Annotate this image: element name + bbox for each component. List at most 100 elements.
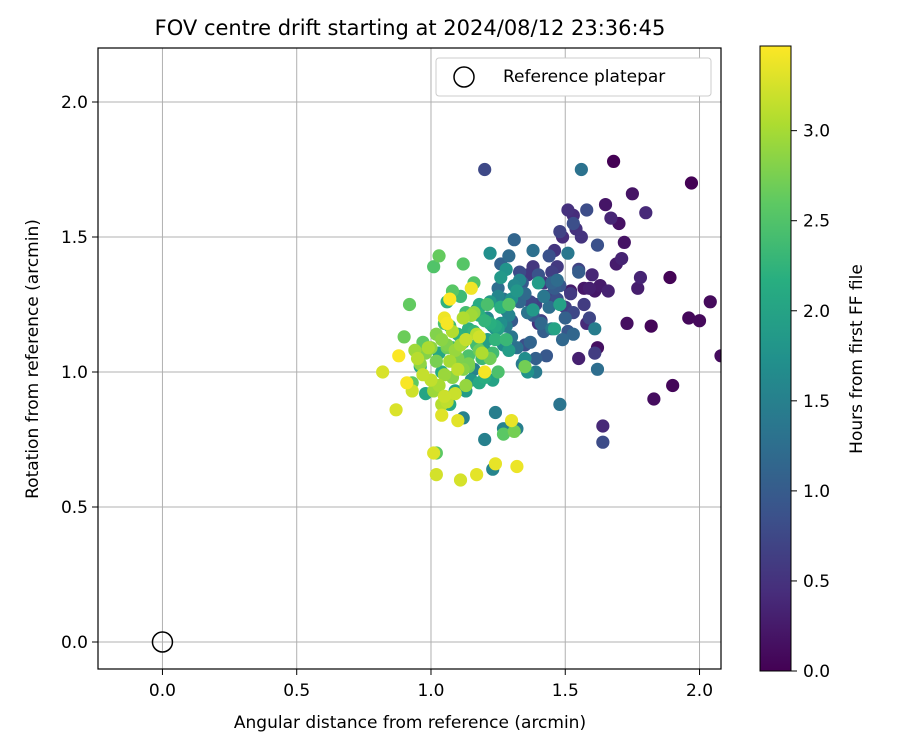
data-point: [496, 427, 511, 441]
data-point: [596, 435, 610, 449]
data-point: [534, 316, 548, 330]
x-tick-label: 1.0: [417, 681, 444, 701]
data-point: [510, 459, 524, 474]
data-point: [550, 273, 564, 287]
data-point: [488, 457, 503, 471]
data-point: [714, 349, 721, 363]
data-point: [464, 281, 478, 295]
data-point: [615, 252, 629, 266]
data-point: [491, 365, 505, 379]
data-point: [577, 297, 591, 312]
data-point: [453, 473, 468, 487]
reference-point: [151, 631, 174, 653]
x-axis-label: Angular distance from reference (arcmin): [234, 713, 586, 733]
plot-frame: [97, 47, 722, 670]
colorbar-tick-label: 0.0: [803, 662, 830, 682]
data-point: [558, 311, 572, 325]
data-point: [620, 316, 634, 330]
colorbar-tick-label: 1.5: [803, 392, 830, 412]
data-point: [617, 235, 631, 249]
data-point: [574, 230, 588, 244]
data-point: [647, 392, 661, 406]
data-point: [427, 260, 441, 274]
data-point: [561, 246, 575, 260]
data-point: [529, 351, 543, 366]
data-point: [440, 316, 454, 330]
colorbar-tick-label: 0.5: [803, 572, 830, 592]
data-point: [416, 368, 430, 382]
data-point: [472, 330, 486, 344]
data-point: [459, 333, 473, 347]
data-point: [547, 322, 562, 336]
data-point: [429, 468, 443, 482]
data-point: [494, 270, 508, 285]
data-point: [456, 311, 470, 325]
data-point: [507, 424, 521, 438]
data-point: [518, 360, 532, 374]
colorbar-gradient: [759, 45, 792, 672]
data-point: [574, 162, 588, 177]
data-point: [606, 154, 621, 168]
y-axis-label: Rotation from reference (arcmin): [23, 219, 43, 499]
data-point: [596, 419, 610, 433]
data-point: [478, 162, 492, 177]
data-point: [437, 389, 452, 403]
data-point: [397, 330, 411, 344]
data-point: [410, 351, 425, 366]
data-point: [598, 198, 613, 212]
data-point: [633, 270, 648, 285]
colorbar-tick-label: 2.0: [803, 302, 830, 322]
data-point: [435, 408, 449, 422]
data-point: [601, 284, 615, 298]
data-point: [631, 281, 645, 295]
data-point: [580, 203, 594, 217]
data-point: [402, 297, 417, 312]
colorbar-tick-label: 2.5: [803, 212, 830, 232]
data-point: [537, 289, 551, 303]
data-point: [480, 297, 494, 312]
data-point: [456, 257, 470, 271]
legend-marker-reference: [453, 66, 475, 88]
data-point: [392, 349, 406, 363]
data-point: [564, 287, 578, 301]
data-point: [504, 414, 519, 428]
data-point: [663, 270, 677, 285]
data-point: [502, 249, 516, 263]
data-point: [432, 249, 446, 263]
data-point: [566, 327, 580, 341]
data-point: [451, 414, 465, 428]
x-tick-label: 2.0: [686, 681, 713, 701]
data-point: [625, 187, 639, 201]
data-points: [376, 154, 721, 487]
x-tick-label: 0.0: [149, 681, 176, 701]
data-point: [585, 268, 599, 282]
data-point: [510, 284, 524, 298]
legend-box: [435, 57, 712, 97]
data-point: [542, 249, 556, 263]
data-point: [470, 468, 484, 482]
y-tick-label: 0.0: [61, 633, 88, 653]
data-point: [561, 203, 575, 217]
y-tick-label: 2.0: [61, 93, 88, 113]
y-tick-label: 0.5: [61, 498, 88, 518]
data-point: [604, 211, 618, 225]
data-point: [572, 351, 586, 366]
data-point: [421, 341, 435, 355]
data-point: [499, 333, 513, 347]
data-point: [523, 335, 537, 349]
data-point: [451, 362, 465, 376]
data-point: [555, 333, 570, 347]
colorbar-tick-label: 1.0: [803, 482, 830, 502]
data-point: [483, 246, 497, 260]
x-tick-label: 1.5: [552, 681, 579, 701]
data-point: [588, 346, 602, 360]
data-point: [437, 368, 452, 382]
x-axis-ticks: 0.0 0.5 1.0 1.5 2.0: [149, 669, 713, 701]
data-point: [639, 206, 653, 220]
data-point: [682, 311, 696, 325]
data-point: [566, 216, 580, 231]
colorbar: 0.0 0.5 1.0 1.5 2.0 2.5 3.0 Hours from first F…: [759, 45, 867, 682]
data-point: [400, 376, 414, 390]
data-point: [478, 432, 492, 447]
